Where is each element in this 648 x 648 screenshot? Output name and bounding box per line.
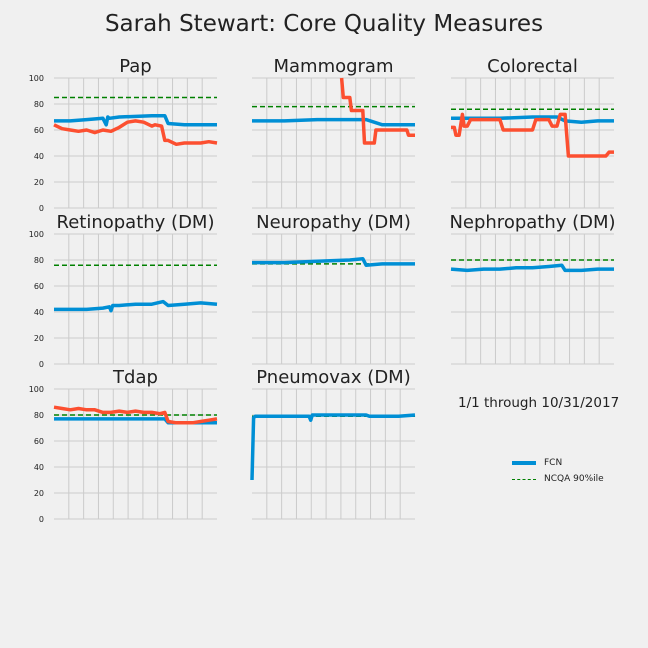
legend-item-ncqa: NCQA 90%ile [512, 471, 604, 487]
y-tick-label: 80 [34, 256, 44, 265]
series-line-provider [451, 112, 614, 158]
panel-pap: 0 20 40 60 80 100 Pap [29, 56, 218, 213]
series-line-fcn [54, 113, 217, 127]
y-tick-label: 40 [34, 308, 44, 317]
series-line-provider [339, 77, 415, 145]
panel-neuropathy-dm: Neuropathy (DM) [252, 212, 415, 365]
panel-mammogram: Mammogram [252, 56, 415, 209]
figure-title: Sarah Stewart: Core Quality Measures [105, 11, 543, 37]
y-tick-label: 40 [34, 463, 44, 472]
panel-pneumovax-dm: Pneumovax (DM) [250, 367, 416, 520]
series-line-fcn [450, 263, 614, 273]
y-tick-label: 100 [29, 385, 44, 394]
y-tick-label: 100 [29, 74, 44, 83]
legend-swatch-ncqa [512, 478, 536, 480]
panel-retinopathy-dm: 0 20 40 60 80 100 Retinopathy (DM) [29, 212, 218, 369]
y-tick-label: 20 [34, 334, 44, 343]
panel-title: Pap [119, 56, 152, 77]
panel-tdap: 0 20 40 60 80 100 Tdap [29, 367, 218, 524]
series-line-provider [53, 119, 218, 147]
legend-label-fcn: FCN [544, 458, 563, 468]
y-tick-label: 0 [39, 204, 44, 213]
y-tick-label: 60 [34, 437, 44, 446]
y-tick-label: 0 [39, 360, 44, 369]
panel-title: Mammogram [273, 56, 393, 77]
y-tick-label: 80 [34, 100, 44, 109]
series-line-provider [53, 405, 218, 425]
series-line-fcn [252, 256, 415, 267]
panels: 0 20 40 60 80 100 Pap Mammogram Colorectal 0 20 40 6… [29, 56, 616, 524]
y-tick-label: 0 [39, 515, 44, 524]
legend-swatch-fcn [512, 461, 536, 465]
panel-title: Nephropathy (DM) [449, 212, 615, 233]
y-tick-label: 20 [34, 489, 44, 498]
panel-colorectal: Colorectal [451, 56, 614, 209]
panel-title: Neuropathy (DM) [256, 212, 411, 233]
panel-nephropathy-dm: Nephropathy (DM) [449, 212, 616, 365]
panel-title: Pneumovax (DM) [256, 367, 410, 388]
y-tick-label: 40 [34, 152, 44, 161]
legend-label-ncqa: NCQA 90%ile [544, 474, 604, 484]
legend-item-fcn: FCN [512, 455, 604, 471]
panel-title: Colorectal [487, 56, 578, 77]
legend: FCN NCQA 90%ile [512, 455, 604, 487]
date-range-note: 1/1 through 10/31/2017 [458, 395, 620, 411]
panel-title: Tdap [112, 367, 158, 388]
series-line-fcn [252, 117, 415, 127]
y-tick-label: 100 [29, 230, 44, 239]
y-tick-label: 20 [34, 178, 44, 187]
series-line-fcn [250, 413, 416, 481]
y-tick-label: 60 [34, 126, 44, 135]
panel-title: Retinopathy (DM) [57, 212, 215, 233]
y-tick-label: 80 [34, 411, 44, 420]
y-tick-label: 60 [34, 282, 44, 291]
series-line-fcn [54, 299, 218, 313]
